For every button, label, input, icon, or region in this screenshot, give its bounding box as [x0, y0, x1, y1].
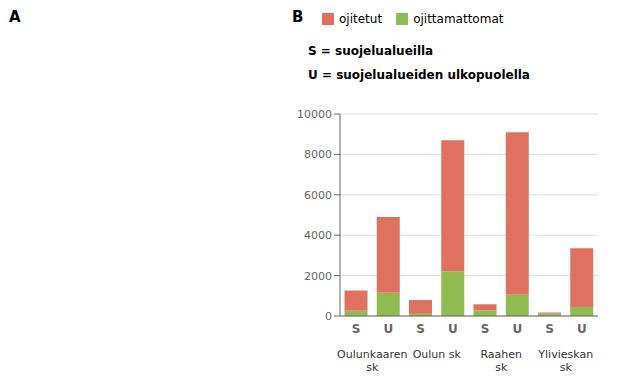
svg-text:U: U: [513, 322, 523, 336]
svg-text:0: 0: [325, 310, 332, 323]
svg-text:Oulun sk: Oulun sk: [413, 348, 462, 361]
html-text:U = suojelualueiden ulkopuolel: U = suojelualueiden ulkopuolella: [308, 68, 530, 82]
svg-text:S: S: [416, 322, 425, 336]
svg-text:8000: 8000: [304, 148, 332, 161]
html-text:ojitetut: ojitetut: [339, 12, 383, 26]
html-text:S = suojelualueilla: S = suojelualueilla: [308, 44, 434, 58]
html-text:ojittamattomat: ojittamattomat: [413, 12, 504, 26]
html-text:B: B: [292, 8, 304, 26]
svg-text:2000: 2000: [304, 270, 332, 283]
svg-text:U: U: [384, 322, 394, 336]
svg-text:S: S: [352, 322, 361, 336]
svg-text:Ylivieskansk: Ylivieskansk: [537, 348, 593, 374]
svg-text:U: U: [577, 322, 587, 336]
svg-text:Raahensk: Raahensk: [480, 348, 522, 374]
svg-text:U: U: [448, 322, 458, 336]
svg-text:4000: 4000: [304, 229, 332, 242]
html-text:A: A: [9, 8, 21, 26]
svg-text:Oulunkaarensk: Oulunkaarensk: [337, 348, 407, 374]
svg-text:6000: 6000: [304, 189, 332, 202]
svg-text:10000: 10000: [297, 108, 332, 121]
svg-text:S: S: [481, 322, 490, 336]
svg-text:S: S: [545, 322, 554, 336]
